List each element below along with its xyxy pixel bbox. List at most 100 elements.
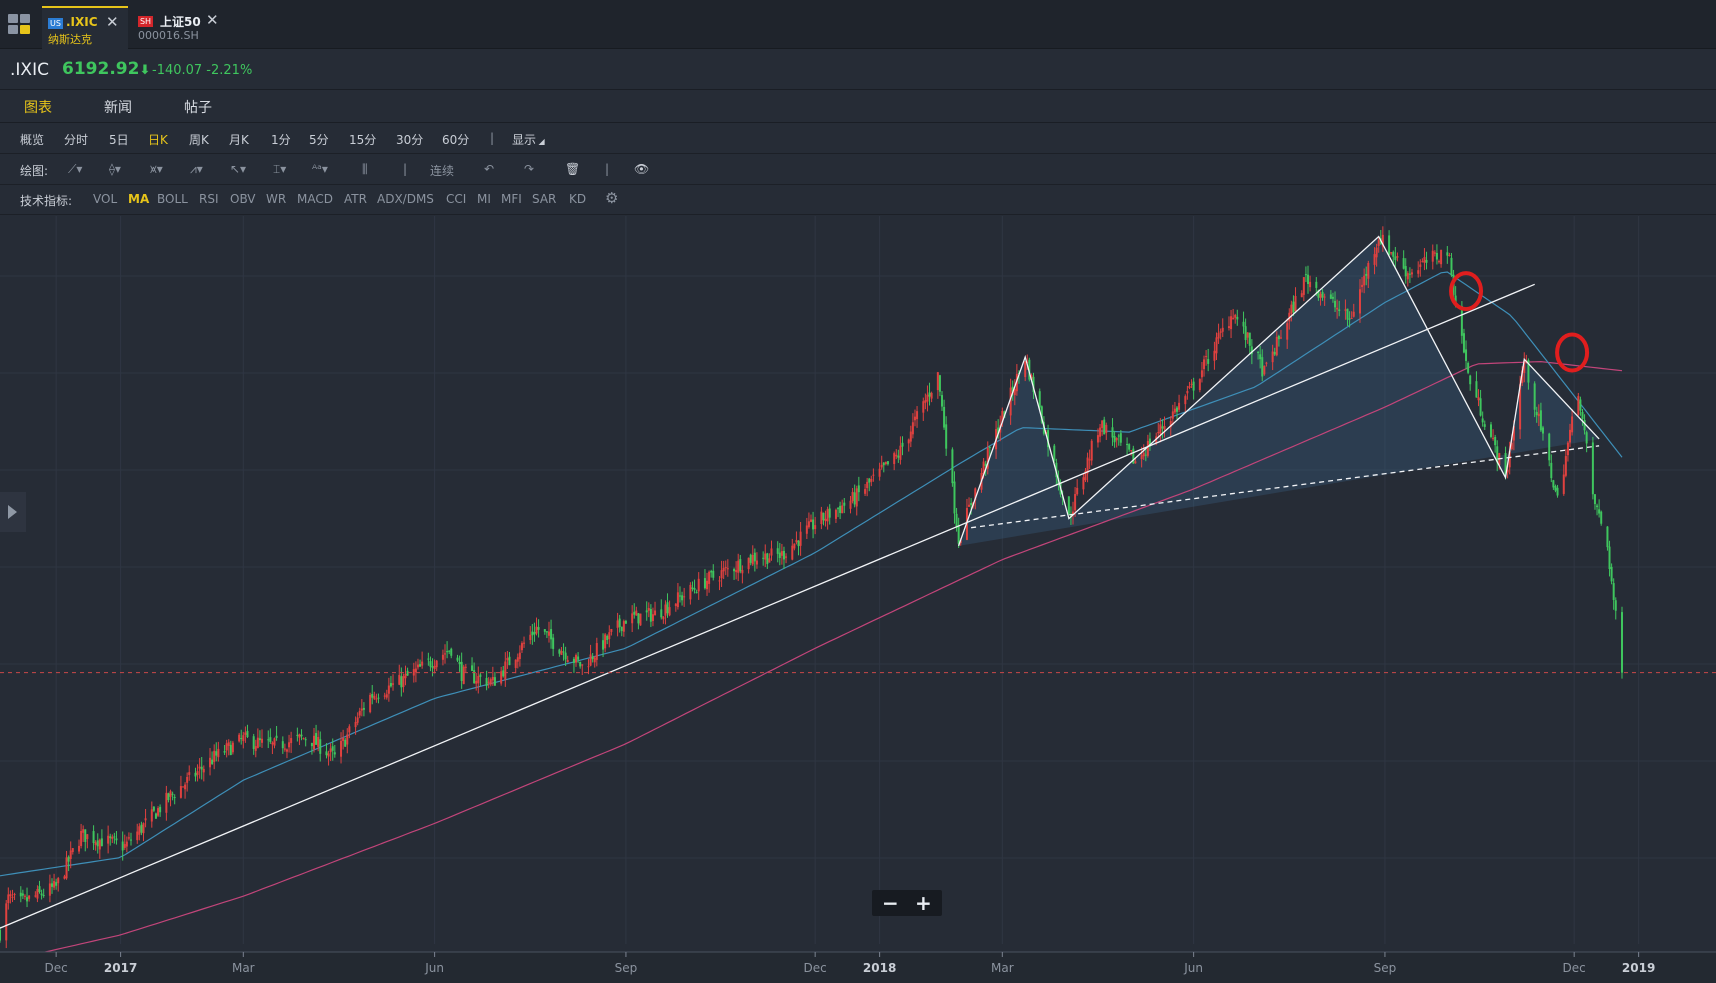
indicator-mi[interactable]: MI <box>477 192 491 206</box>
trash-icon[interactable]: 🗑 <box>565 162 581 176</box>
candle-body <box>518 652 521 659</box>
candle-body <box>331 746 334 751</box>
candle-body <box>916 411 919 420</box>
indicator-boll[interactable]: BOLL <box>157 192 188 206</box>
period-timeshare[interactable]: 分时 <box>64 133 89 147</box>
redo-icon[interactable]: ↷ <box>524 162 535 176</box>
candle-body <box>373 695 376 699</box>
candle-body <box>913 416 916 421</box>
candle-body <box>19 892 22 897</box>
candle-body <box>616 620 619 628</box>
indicator-atr[interactable]: ATR <box>344 192 367 206</box>
candle-body <box>1489 424 1492 437</box>
indicator-toolbar: 技术指标: VOL MA BOLL RSI OBV WR MACD ATR AD… <box>0 184 1716 215</box>
candle-body <box>1144 454 1147 456</box>
candle-body <box>1286 323 1289 340</box>
arrow-tool-icon[interactable]: ↖▾ <box>230 162 247 176</box>
indicator-wr[interactable]: WR <box>266 192 287 206</box>
period-60min[interactable]: 60分 <box>442 133 470 147</box>
indicator-vol[interactable]: VOL <box>93 192 118 206</box>
candle-body <box>67 856 70 862</box>
candle-body <box>785 556 788 558</box>
candle-body <box>327 753 330 757</box>
candle-body <box>1082 477 1085 490</box>
tab-sh50[interactable]: SH 上证50 000016.SH ✕ <box>134 6 226 48</box>
candle-body <box>1169 420 1172 428</box>
candle-body <box>693 588 696 590</box>
candle-body <box>82 829 85 833</box>
close-icon[interactable]: ✕ <box>106 13 119 31</box>
undo-icon[interactable]: ↶ <box>484 162 495 176</box>
period-5day[interactable]: 5日 <box>109 133 129 147</box>
expand-sidebar-button[interactable] <box>0 492 26 532</box>
close-icon[interactable]: ✕ <box>206 11 219 29</box>
candle-body <box>1190 383 1193 385</box>
measure-tool-icon[interactable]: ⌶▾ <box>273 162 287 176</box>
bars-tool-icon[interactable]: ⫼ <box>362 162 368 176</box>
candle-body <box>169 791 172 797</box>
text-tool-icon[interactable]: ᴬᵃ▾ <box>312 162 328 176</box>
period-5min[interactable]: 5分 <box>309 133 329 147</box>
candle-body <box>196 771 199 775</box>
display-dropdown[interactable]: 显示 ◢ <box>512 131 545 148</box>
channel-tool-icon[interactable]: ⟠▾ <box>109 162 121 176</box>
candle-body <box>575 655 578 663</box>
candle-body <box>722 567 725 572</box>
gear-icon[interactable]: ⚙ <box>605 189 619 207</box>
eye-icon[interactable]: 👁 <box>634 162 650 176</box>
candle-body <box>799 531 802 546</box>
period-daily[interactable]: 日K <box>148 133 168 147</box>
tab-ixic[interactable]: US .IXIC 纳斯达克 ✕ <box>42 6 128 50</box>
period-15min[interactable]: 15分 <box>349 133 377 147</box>
indicator-adx[interactable]: ADX/DMS <box>377 192 434 206</box>
tab-news[interactable]: 新闻 <box>104 100 132 116</box>
candle-body <box>957 525 960 544</box>
tab-posts[interactable]: 帖子 <box>184 100 212 116</box>
candle-body <box>1192 381 1195 391</box>
candle-body <box>1535 411 1538 416</box>
candle-body <box>369 694 372 713</box>
candle-body <box>209 757 212 768</box>
candle-body <box>385 694 388 698</box>
price-chart[interactable]: Dec 2017 Mar Jun Sep Dec 2018 Mar Jun Sep Dec 2019 <box>0 216 1716 983</box>
candle-body <box>666 602 669 614</box>
period-overview[interactable]: 概览 <box>20 133 45 147</box>
candle-body <box>150 809 153 822</box>
candle-body <box>1215 337 1218 354</box>
continuous-mode-toggle[interactable]: 连续 <box>430 164 455 178</box>
line-tool-icon[interactable]: ⟋▾ <box>68 162 83 176</box>
candle-body <box>317 736 320 747</box>
indicator-kd[interactable]: KD <box>569 192 587 206</box>
candle-body <box>1309 281 1312 288</box>
candle-body <box>668 607 671 616</box>
candle-body <box>820 511 823 525</box>
indicator-cci[interactable]: CCI <box>446 192 467 206</box>
candle-body <box>1481 418 1484 423</box>
indicator-sar[interactable]: SAR <box>532 192 557 206</box>
zoom-out-button[interactable]: − <box>882 891 899 915</box>
zoom-in-button[interactable]: + <box>915 891 932 915</box>
period-1min[interactable]: 1分 <box>271 133 291 147</box>
candle-body <box>319 739 322 754</box>
candle-body <box>710 570 713 573</box>
tab-chart[interactable]: 图表 <box>24 100 52 116</box>
pattern-tool-icon[interactable]: ⩙▾ <box>150 162 163 176</box>
indicator-obv[interactable]: OBV <box>230 192 256 206</box>
candle-body <box>1230 316 1233 330</box>
period-30min[interactable]: 30分 <box>396 133 424 147</box>
indicator-ma[interactable]: MA <box>128 192 150 206</box>
period-weekly[interactable]: 周K <box>189 133 209 147</box>
candle-body <box>1207 358 1210 364</box>
indicator-rsi[interactable]: RSI <box>199 192 219 206</box>
candle-body <box>1614 600 1617 611</box>
highlight-circle <box>1555 332 1590 373</box>
candle-body <box>304 739 307 741</box>
indicator-macd[interactable]: MACD <box>297 192 333 206</box>
candle-body <box>878 468 881 477</box>
candle-body <box>953 481 956 514</box>
fib-tool-icon[interactable]: ⩘▾ <box>190 162 203 176</box>
apps-grid-icon[interactable] <box>8 14 32 36</box>
candle-body <box>63 876 66 879</box>
indicator-mfi[interactable]: MFI <box>501 192 522 206</box>
period-monthly[interactable]: 月K <box>229 133 249 147</box>
